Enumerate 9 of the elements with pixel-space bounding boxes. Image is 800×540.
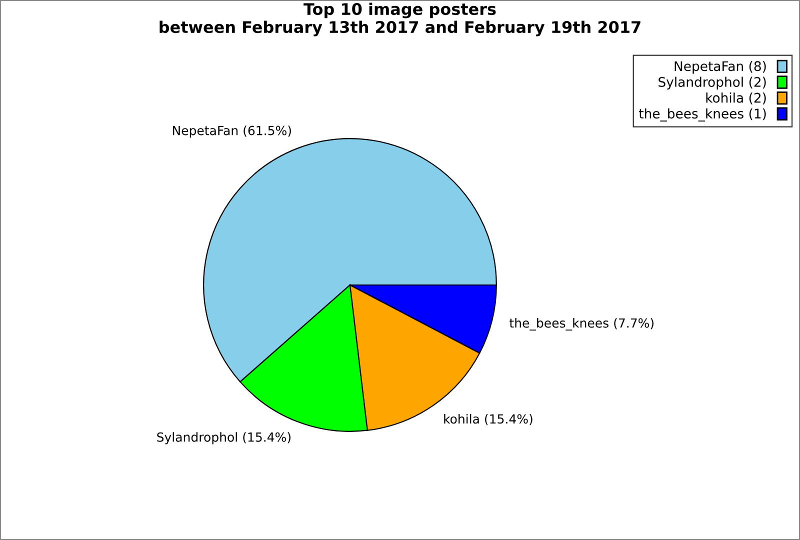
data-label: kohila (15.4%) (444, 414, 532, 426)
legend-label: the_bees_knees (1) (638, 108, 766, 122)
data-label: NepetaFan (61.5%) (172, 126, 291, 138)
data-label: the_bees_knees (7.7%) (510, 318, 654, 330)
legend-label: NepetaFan (8) (674, 60, 766, 74)
chart-title: Top 10 image posters between February 13th 2017 and February 19th 2017 (160, 2, 640, 36)
legend-label: kohila (2) (706, 92, 766, 104)
data-label: Sylandrophol (15.4%) (157, 432, 290, 444)
legend-label: Sylandrophol (2) (658, 76, 766, 90)
